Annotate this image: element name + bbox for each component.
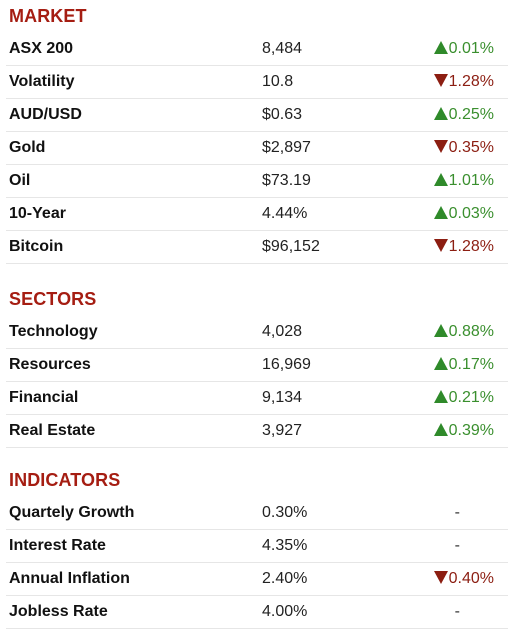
row-change-value: 0.01% [448, 40, 494, 57]
row-value: 2.40% [262, 570, 308, 587]
table-row[interactable]: 10-Year 4.44% 0.03% [6, 198, 508, 231]
triangle-up-icon [433, 324, 448, 337]
triangle-up-icon [433, 173, 448, 186]
row-change: 0.17% [433, 356, 494, 374]
table-row[interactable]: ASX 200 8,484 0.01% [6, 33, 508, 66]
triangle-up-icon [433, 390, 448, 403]
row-name: Financial [9, 389, 79, 406]
table-row[interactable]: Volatility 10.8 1.28% [6, 66, 508, 99]
row-value: 16,969 [262, 356, 311, 373]
row-name: ASX 200 [9, 40, 74, 57]
row-name: Real Estate [9, 422, 96, 439]
row-change: 1.01% [433, 172, 494, 190]
row-name: Gold [9, 139, 46, 156]
row-change-value: 0.21% [448, 389, 494, 406]
row-name: Interest Rate [9, 537, 106, 554]
row-value: $2,897 [262, 139, 311, 156]
row-name: Quartely Growth [9, 504, 135, 521]
row-change-value: 1.28% [448, 238, 494, 255]
table-row[interactable]: Real Estate 3,927 0.39% [6, 415, 508, 448]
row-change: 0.40% [433, 570, 494, 588]
triangle-up-icon [433, 41, 448, 54]
table-row[interactable]: Resources 16,969 0.17% [6, 349, 508, 382]
row-change: 0.25% [433, 106, 494, 124]
row-change-value: 0.17% [448, 356, 494, 373]
section-title-market: MARKET [9, 6, 87, 26]
row-change-value: 0.88% [448, 323, 494, 340]
table-row[interactable]: Quartely Growth 0.30% - [6, 497, 508, 530]
row-name: Resources [9, 356, 91, 373]
row-value: 8,484 [262, 40, 303, 57]
row-name: Technology [9, 323, 98, 340]
row-change-value: 0.35% [448, 139, 494, 156]
row-change-value: - [454, 504, 460, 521]
row-value: 4.44% [262, 205, 308, 222]
table-row[interactable]: Financial 9,134 0.21% [6, 382, 508, 415]
row-change: 1.28% [433, 238, 494, 256]
table-row[interactable]: Annual Inflation 2.40% 0.40% [6, 563, 508, 596]
row-value: 0.30% [262, 504, 308, 521]
row-value: $73.19 [262, 172, 311, 189]
section-title-sectors: SECTORS [9, 289, 97, 309]
row-name: Oil [9, 172, 31, 189]
row-value: $0.63 [262, 106, 303, 123]
row-name: AUD/USD [9, 106, 82, 123]
row-value: 4.35% [262, 537, 308, 554]
row-change-value: 0.40% [448, 570, 494, 587]
triangle-up-icon [433, 357, 448, 370]
table-row[interactable]: AUD/USD $0.63 0.25% [6, 99, 508, 132]
row-change-value: - [454, 603, 460, 620]
row-change: 0.01% [433, 40, 494, 58]
row-name: Volatility [9, 73, 75, 90]
row-change: 0.35% [433, 139, 494, 157]
triangle-down-icon [433, 74, 448, 87]
row-change: 0.39% [433, 422, 494, 440]
triangle-up-icon [433, 423, 448, 436]
row-value: 10.8 [262, 73, 294, 90]
triangle-down-icon [433, 571, 448, 584]
row-change: 0.21% [433, 389, 494, 407]
row-value: 4,028 [262, 323, 303, 340]
triangle-up-icon [433, 107, 448, 120]
row-value: 3,927 [262, 422, 303, 439]
table-row[interactable]: Jobless Rate 4.00% - [6, 596, 508, 629]
row-change-value: 1.28% [448, 73, 494, 90]
table-row[interactable]: Technology 4,028 0.88% [6, 316, 508, 349]
row-change-value: 0.25% [448, 106, 494, 123]
row-change: 0.03% [433, 205, 494, 223]
row-change-value: 0.39% [448, 422, 494, 439]
table-row[interactable]: Oil $73.19 1.01% [6, 165, 508, 198]
triangle-down-icon [433, 140, 448, 153]
row-change: 1.28% [433, 73, 494, 91]
row-value: 4.00% [262, 603, 308, 620]
row-change-value: 0.03% [448, 205, 494, 222]
row-change-value: - [454, 537, 460, 554]
section-title-indicators: INDICATORS [9, 470, 121, 490]
table-row[interactable]: Interest Rate 4.35% - [6, 530, 508, 563]
row-change: - [455, 603, 460, 621]
row-change-value: 1.01% [448, 172, 494, 189]
row-change: - [455, 537, 460, 555]
triangle-up-icon [433, 206, 448, 219]
row-name: Jobless Rate [9, 603, 108, 620]
row-value: $96,152 [262, 238, 320, 255]
row-name: 10-Year [9, 205, 66, 222]
row-change: - [455, 504, 460, 522]
row-name: Annual Inflation [9, 570, 130, 587]
table-row[interactable]: Gold $2,897 0.35% [6, 132, 508, 165]
triangle-down-icon [433, 239, 448, 252]
row-value: 9,134 [262, 389, 303, 406]
row-name: Bitcoin [9, 238, 64, 255]
table-row[interactable]: Bitcoin $96,152 1.28% [6, 231, 508, 264]
row-change: 0.88% [433, 323, 494, 341]
